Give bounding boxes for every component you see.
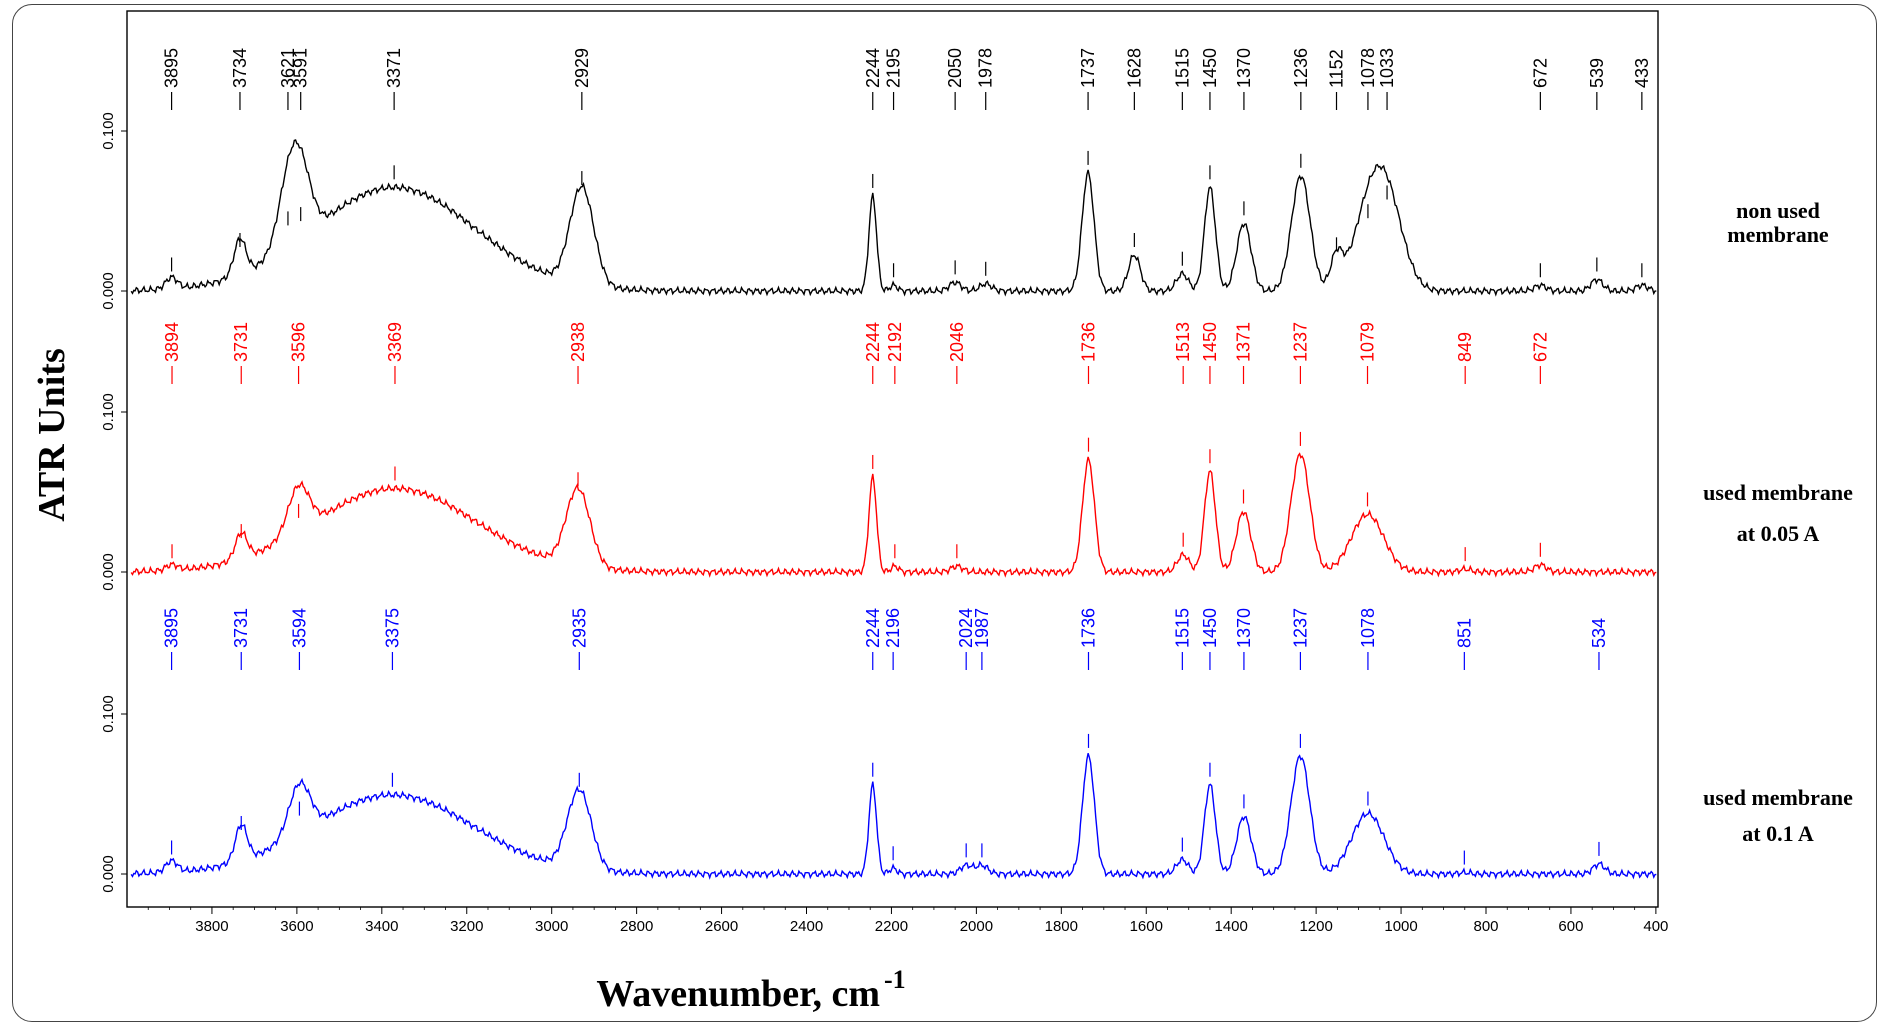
- peak-label: 1370: [1234, 48, 1254, 88]
- peak-label: 1033: [1377, 48, 1397, 88]
- peak-label: 851: [1454, 618, 1474, 648]
- peak-label: 3731: [231, 608, 251, 648]
- series-label-2: at 0.05 A: [1737, 521, 1820, 546]
- peak-label: 849: [1455, 332, 1475, 362]
- x-tick-label: 800: [1473, 918, 1498, 935]
- x-tick-label: 3000: [535, 918, 568, 935]
- peak-label: 1079: [1358, 322, 1378, 362]
- peak-label: 2192: [885, 322, 905, 362]
- x-tick-label: 1800: [1045, 918, 1078, 935]
- peak-label: 1978: [976, 48, 996, 88]
- peak-label: 3734: [230, 48, 250, 88]
- peak-label: 1737: [1078, 48, 1098, 88]
- y-tick-label: 0.100: [100, 112, 117, 150]
- x-tick-label: 2600: [705, 918, 738, 935]
- peak-label: 1078: [1358, 48, 1378, 88]
- x-tick-label: 3800: [195, 918, 228, 935]
- peak-label: 433: [1632, 58, 1652, 88]
- series-line-2: [130, 452, 1657, 578]
- x-tick-label: 2800: [620, 918, 653, 935]
- peak-label: 3621: [278, 48, 298, 88]
- y-tick-label: 0.000: [100, 855, 117, 893]
- peak-label: 1152: [1327, 49, 1347, 88]
- y-tick-label: 0.100: [100, 393, 117, 431]
- series-line-3: [130, 752, 1657, 880]
- x-tick-label: 1600: [1130, 918, 1163, 935]
- peak-label: 672: [1530, 58, 1550, 88]
- series-label-3: used membrane: [1703, 785, 1853, 810]
- x-tick-label: 1200: [1299, 918, 1332, 935]
- series-line-1: [130, 139, 1657, 297]
- plot-area: [126, 10, 1659, 908]
- x-axis-label: Wavenumber, cm: [596, 973, 880, 1015]
- peak-label: 1513: [1173, 322, 1193, 362]
- y-axis-label: ATR Units: [31, 348, 73, 522]
- peak-label: 2244: [863, 48, 883, 88]
- peak-label: 3894: [162, 322, 182, 362]
- peak-label: 2929: [572, 48, 592, 88]
- peak-label: 2244: [863, 322, 883, 362]
- peak-label: 1450: [1200, 608, 1220, 648]
- peak-label: 3594: [289, 608, 309, 648]
- peak-label: 3591: [291, 48, 311, 88]
- peak-label: 1736: [1078, 608, 1098, 648]
- x-axis-label-superscript: -1: [884, 965, 906, 994]
- series-label-1: non used: [1736, 198, 1820, 223]
- x-tick-label: 2200: [875, 918, 908, 935]
- x-tick-label: 400: [1643, 918, 1668, 935]
- peak-label: 1628: [1124, 48, 1144, 88]
- peak-label: 2196: [883, 608, 903, 648]
- y-tick-label: 0.100: [100, 695, 117, 733]
- peak-label: 3895: [162, 48, 182, 88]
- x-tick-label: 3600: [280, 918, 313, 935]
- peak-label: 3596: [289, 322, 309, 362]
- peak-label: 2050: [945, 48, 965, 88]
- x-tick-label: 2400: [790, 918, 823, 935]
- peak-label: 1515: [1172, 608, 1192, 648]
- peak-label: 1736: [1078, 322, 1098, 362]
- peak-label: 672: [1530, 332, 1550, 362]
- x-tick-label: 1400: [1215, 918, 1248, 935]
- peak-label: 534: [1589, 618, 1609, 648]
- x-tick-label: 3400: [365, 918, 398, 935]
- peak-label: 2244: [863, 608, 883, 648]
- peak-label: 1987: [972, 608, 992, 648]
- peak-label: 1236: [1291, 48, 1311, 88]
- peak-label: 1371: [1234, 322, 1254, 362]
- peak-label: 2938: [568, 322, 588, 362]
- series-label-3: at 0.1 A: [1742, 821, 1814, 846]
- peak-label: 1515: [1172, 48, 1192, 88]
- peak-label: 1450: [1200, 48, 1220, 88]
- peak-label: 3731: [231, 322, 251, 362]
- x-tick-label: 1000: [1384, 918, 1417, 935]
- peak-label: 2935: [569, 608, 589, 648]
- peak-label: 2195: [884, 48, 904, 88]
- x-tick-label: 600: [1558, 918, 1583, 935]
- x-tick-label: 2000: [960, 918, 993, 935]
- peak-label: 3895: [162, 608, 182, 648]
- peak-label: 539: [1587, 58, 1607, 88]
- series-label-2: used membrane: [1703, 480, 1853, 505]
- peak-label: 1450: [1200, 322, 1220, 362]
- peak-label: 1237: [1290, 608, 1310, 648]
- peak-label: 1237: [1290, 322, 1310, 362]
- series-label-1: membrane: [1727, 222, 1829, 247]
- peak-label: 3369: [385, 322, 405, 362]
- peak-label: 1370: [1234, 608, 1254, 648]
- y-tick-label: 0.000: [100, 272, 117, 310]
- figure-frame: [12, 4, 1877, 1022]
- peak-label: 1078: [1358, 608, 1378, 648]
- peak-label: 3371: [384, 48, 404, 88]
- peak-label: 2046: [947, 322, 967, 362]
- peak-label: 2024: [956, 608, 976, 648]
- peak-label: 3375: [382, 608, 402, 648]
- y-tick-label: 0.000: [100, 553, 117, 591]
- x-tick-label: 3200: [450, 918, 483, 935]
